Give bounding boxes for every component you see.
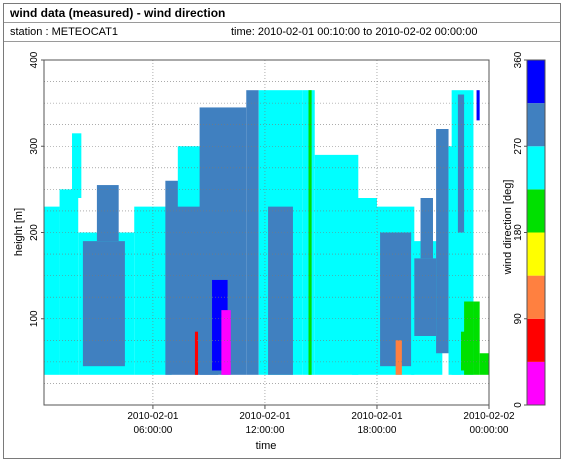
data-cell-30 (457, 94, 465, 233)
x-tick-label-date: 2010-02-01 (239, 411, 291, 422)
colorbar-segment-4 (527, 189, 545, 233)
colorbar-tick-label: 360 (513, 51, 524, 68)
y-tick-label: 400 (29, 51, 40, 68)
data-cell-34 (395, 340, 402, 375)
station-label: station : METEOCAT1 (10, 26, 118, 38)
data-cell-5 (96, 185, 119, 242)
colorbar-tick-label: 180 (513, 224, 524, 241)
colorbar-tick-label: 270 (513, 137, 524, 154)
data-cell-32 (476, 90, 480, 121)
y-tick-label: 200 (29, 224, 40, 241)
data-cell-31 (473, 301, 480, 375)
data-cell-19 (352, 198, 377, 375)
colorbar-label: wind direction [deg] (502, 180, 514, 276)
data-cell-12 (194, 331, 199, 375)
colorbar-segment-3 (527, 232, 545, 276)
colorbar-segment-6 (527, 103, 545, 147)
data-cell-8 (177, 146, 203, 207)
colorbar-segment-7 (527, 60, 545, 104)
chart-title: wind data (measured) - wind direction (10, 6, 226, 20)
x-axis-label: time (256, 440, 277, 452)
grid-layer (44, 60, 489, 405)
data-cell-25 (436, 129, 449, 354)
x-tick-label-date: 2010-02-01 (351, 411, 403, 422)
x-tick-label-time: 12:00:00 (245, 425, 284, 436)
colorbar-tick-label: 90 (513, 313, 524, 325)
axes-layer: 100 200 300 400 2010-02-01 06:00:00 2010-02-01… (29, 51, 515, 436)
colorbar-tick-label: 0 (513, 402, 524, 408)
wind-direction-chart: 100 200 300 400 2010-02-01 06:00:00 2010-02-01… (13, 51, 546, 452)
colorbar-segment-1 (527, 318, 545, 362)
time-range-label: time: 2010-02-01 00:10:00 to 2010-02-02 … (231, 26, 478, 38)
x-tick-label-time: 18:00:00 (358, 425, 397, 436)
data-cell-1 (59, 189, 79, 375)
data-cell-18 (314, 154, 359, 375)
x-tick-label-time: 06:00:00 (133, 425, 172, 436)
colorbar: 0 90 180 270 360 (513, 51, 546, 408)
data-cell-11 (221, 310, 231, 375)
data-cell-29 (460, 331, 468, 371)
data-cell-28 (464, 301, 474, 375)
y-tick-label: 100 (29, 310, 40, 327)
data-cell-2 (72, 133, 82, 198)
colorbar-segment-2 (527, 275, 545, 319)
data-cell-17 (308, 90, 312, 375)
data-cell-33 (479, 353, 489, 375)
data-cell-4 (82, 241, 125, 367)
plot-layer (44, 60, 489, 405)
x-tick-label-date: 2010-02-02 (463, 411, 515, 422)
y-axis-label: height [m] (13, 208, 25, 256)
colorbar-segment-5 (527, 146, 545, 190)
data-cell-0 (44, 206, 60, 375)
x-tick-label-time: 00:00:00 (470, 425, 509, 436)
title-bar: wind data (measured) - wind direction (4, 4, 560, 23)
chart-window: wind data (measured) - wind direction st… (3, 3, 561, 459)
data-cell-15 (268, 206, 293, 375)
y-tick-label: 300 (29, 137, 40, 154)
data-cell-24 (420, 198, 433, 259)
colorbar-segment-0 (527, 361, 545, 405)
info-bar: station : METEOCAT1 time: 2010-02-01 00:… (4, 23, 560, 42)
x-tick-label-date: 2010-02-01 (127, 411, 179, 422)
data-cell-13 (246, 90, 259, 375)
